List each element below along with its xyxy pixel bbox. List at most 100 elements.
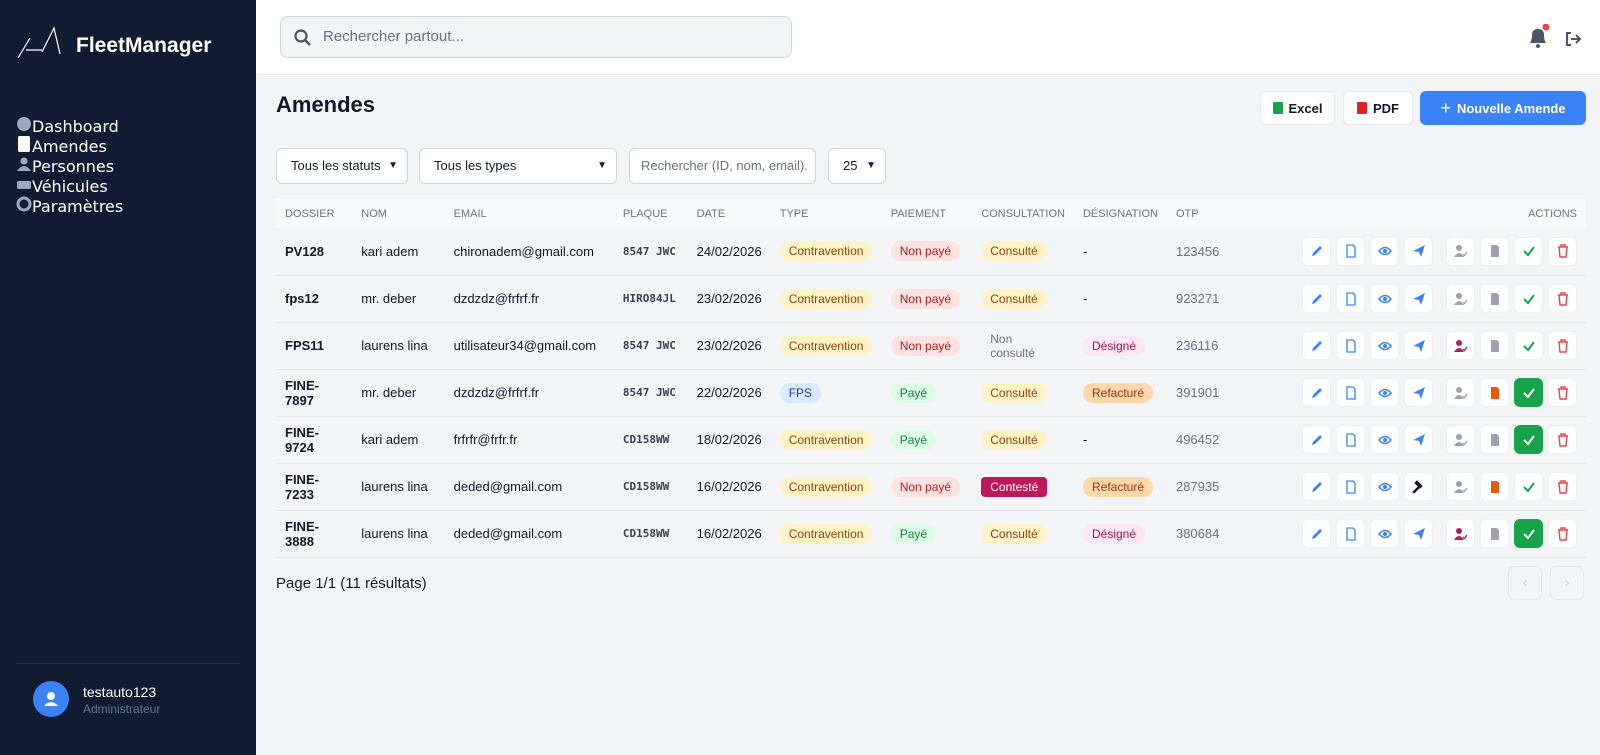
validate-action[interactable] (1514, 284, 1543, 313)
actions (1237, 378, 1577, 407)
table-row[interactable]: PV128 kari adem chironadem@gmail.com 8547 J… (276, 228, 1586, 276)
invoice-action[interactable] (1480, 378, 1509, 407)
paiement-cell: Payé (881, 369, 973, 417)
designation-cell: Désigné (1073, 510, 1167, 558)
designate-action[interactable] (1446, 472, 1475, 501)
actions-cell (1228, 369, 1586, 417)
next-page[interactable]: › (1550, 566, 1584, 600)
column-header: DOSSIER (276, 199, 353, 228)
edit-action[interactable] (1302, 472, 1331, 501)
paiement-cell: Non payé (881, 228, 973, 276)
nav-item[interactable]: Paramètres (16, 196, 244, 216)
view-action[interactable] (1370, 378, 1399, 407)
edit-action[interactable] (1302, 331, 1331, 360)
prev-page[interactable]: ‹ (1508, 566, 1542, 600)
delete-action[interactable] (1548, 519, 1577, 548)
send-action[interactable] (1404, 236, 1433, 266)
invoice-action[interactable] (1480, 284, 1509, 313)
table-row[interactable]: FINE-3888 laurens lina deded@gmail.com CD15… (276, 510, 1586, 558)
validate-action[interactable] (1514, 519, 1543, 548)
plate-cell: CD158WW (613, 416, 688, 464)
validate-action[interactable] (1514, 236, 1543, 266)
edit-action[interactable] (1302, 236, 1331, 266)
date-cell: 23/02/2026 (687, 322, 771, 370)
consultation-cell: Non consulté (972, 322, 1074, 370)
table-search[interactable]: Rechercher (ID, nom, email). (629, 148, 816, 184)
table-row[interactable]: FINE-7897 mr. deber dzdzdz@frfrf.fr 8547 JW… (276, 369, 1586, 417)
invoice-action[interactable] (1480, 331, 1509, 360)
type-filter[interactable]: Tous les types ▼ (419, 148, 617, 184)
validate-action[interactable] (1514, 378, 1543, 407)
contest-action[interactable] (1404, 472, 1433, 501)
delete-action[interactable] (1548, 236, 1577, 266)
nav-item[interactable]: Personnes (16, 156, 244, 176)
send-action[interactable] (1404, 331, 1433, 360)
send-action[interactable] (1404, 425, 1433, 454)
view-action[interactable] (1370, 284, 1399, 313)
plate-cell: 8547 JWC (613, 322, 688, 370)
pdf-action[interactable] (1336, 284, 1365, 313)
pdf-button[interactable]: PDF (1343, 91, 1413, 125)
paiement-badge: Payé (890, 429, 937, 450)
header-row: DOSSIER NOM EMAIL PLAQUE DATE TYPE PAIEMENT CON… (276, 199, 1586, 228)
table-row[interactable]: FPS11 laurens lina utilisateur34@gmail.com… (276, 322, 1586, 370)
view-action[interactable] (1370, 472, 1399, 501)
send-action[interactable] (1404, 378, 1433, 407)
type-badge: Contravention (779, 241, 873, 262)
name-cell: mr. deber (352, 369, 445, 417)
status-filter[interactable]: Tous les statuts ▼ (276, 148, 408, 184)
nav-item[interactable]: Véhicules (16, 176, 244, 196)
send-action[interactable] (1404, 519, 1433, 548)
table-row[interactable]: fps12 mr. deber dzdzdz@frfrf.fr HIRO84JL 23/… (276, 275, 1586, 323)
edit-action[interactable] (1302, 519, 1331, 548)
validate-action[interactable] (1514, 472, 1543, 501)
delete-action[interactable] (1548, 378, 1577, 407)
view-action[interactable] (1370, 519, 1399, 548)
logout[interactable] (1564, 30, 1582, 48)
paiement-cell: Payé (881, 416, 973, 464)
invoice-action[interactable] (1480, 425, 1509, 454)
paiement-cell: Non payé (881, 463, 973, 511)
validate-action[interactable] (1514, 425, 1543, 454)
pdf-action[interactable] (1336, 331, 1365, 360)
edit-action[interactable] (1302, 378, 1331, 407)
view-action[interactable] (1370, 236, 1399, 266)
pdf-action[interactable] (1336, 236, 1365, 266)
email-cell: dzdzdz@frfrf.fr (444, 369, 614, 417)
edit-action[interactable] (1302, 284, 1331, 313)
notifications[interactable] (1526, 24, 1550, 50)
edit-action[interactable] (1302, 425, 1331, 454)
pdf-action[interactable] (1336, 472, 1365, 501)
designate-action[interactable] (1446, 284, 1475, 313)
table-row[interactable]: FINE-9724 kari adem frfrfr@frfr.fr CD158WW 1… (276, 416, 1586, 464)
invoice-action[interactable] (1480, 519, 1509, 548)
nav-item[interactable]: Dashboard (16, 116, 244, 136)
view-action[interactable] (1370, 425, 1399, 454)
send-action[interactable] (1404, 284, 1433, 313)
designate-action[interactable] (1446, 378, 1475, 407)
new-fine-button[interactable]: + Nouvelle Amende (1420, 91, 1586, 125)
type-cell: Contravention (770, 275, 882, 323)
pdf-action[interactable] (1336, 378, 1365, 407)
designate-action[interactable] (1446, 331, 1475, 360)
invoice-action[interactable] (1480, 236, 1509, 266)
delete-action[interactable] (1548, 331, 1577, 360)
designate-action[interactable] (1446, 236, 1475, 266)
pdf-action[interactable] (1336, 519, 1365, 548)
validate-action[interactable] (1514, 331, 1543, 360)
designate-action[interactable] (1446, 519, 1475, 548)
page-size[interactable]: 25 ▼ (828, 148, 886, 184)
invoice-action[interactable] (1480, 472, 1509, 501)
global-search[interactable]: Rechercher partout... (280, 16, 792, 58)
delete-action[interactable] (1548, 472, 1577, 501)
nav-item[interactable]: Amendes (16, 136, 244, 156)
designate-action[interactable] (1446, 425, 1475, 454)
delete-action[interactable] (1548, 284, 1577, 313)
delete-action[interactable] (1548, 425, 1577, 454)
table-row[interactable]: FINE-7233 laurens lina deded@gmail.com CD15… (276, 463, 1586, 511)
brand[interactable]: FleetManager (76, 34, 212, 57)
excel-button[interactable]: Excel (1260, 91, 1335, 125)
paiement-badge: Non payé (890, 241, 961, 262)
view-action[interactable] (1370, 331, 1399, 360)
pdf-action[interactable] (1336, 425, 1365, 454)
